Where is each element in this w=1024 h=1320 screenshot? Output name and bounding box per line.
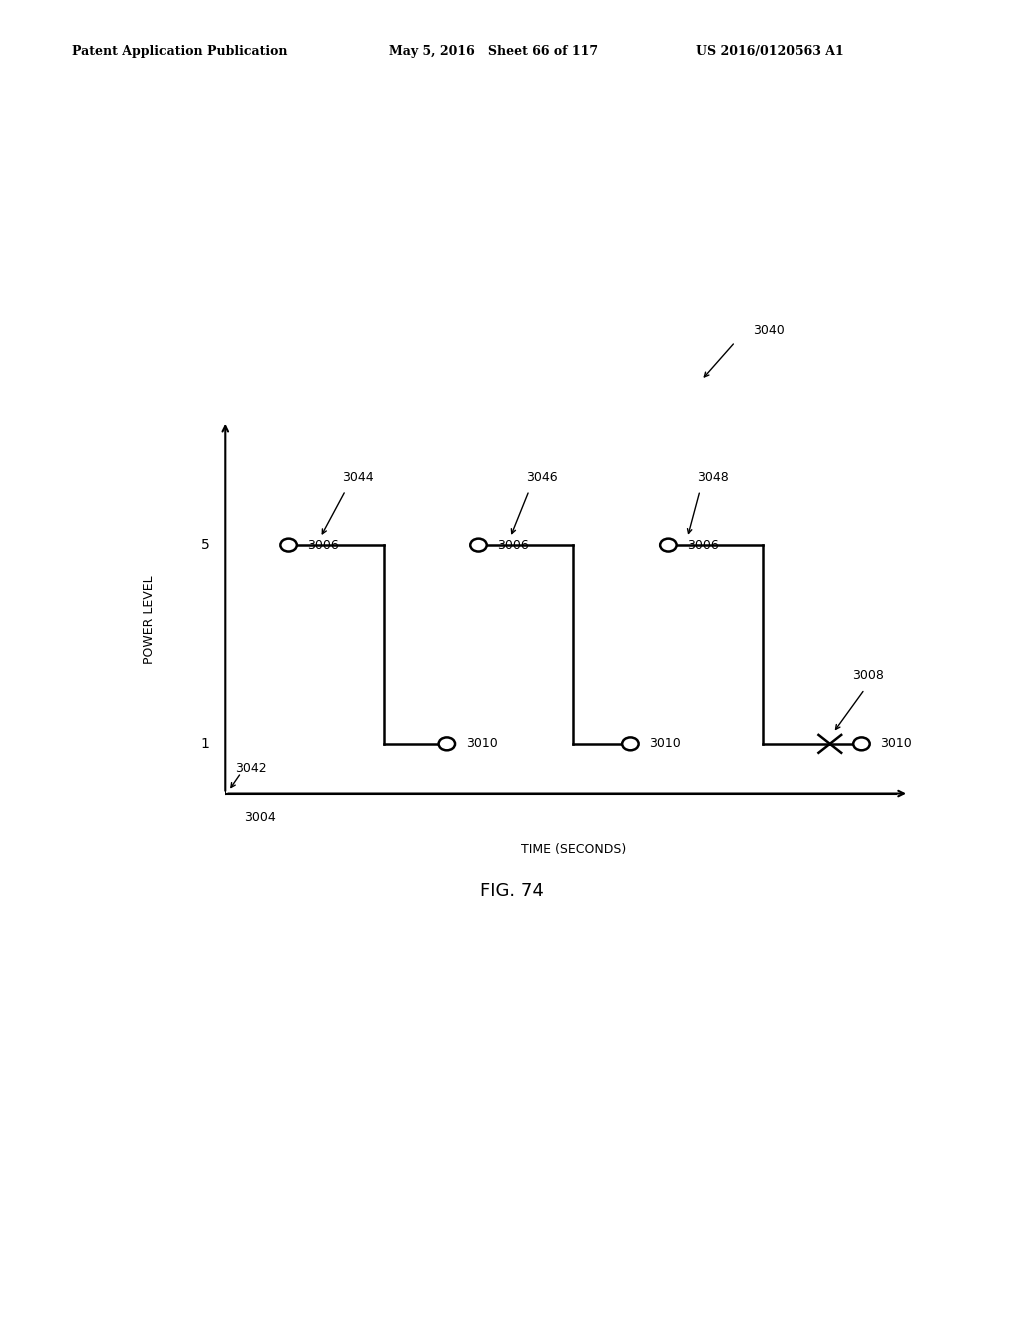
Text: POWER LEVEL: POWER LEVEL	[142, 576, 156, 664]
Text: 3006: 3006	[687, 539, 719, 552]
Text: 3006: 3006	[307, 539, 339, 552]
Circle shape	[623, 738, 639, 750]
Circle shape	[438, 738, 455, 750]
Circle shape	[853, 738, 869, 750]
Text: May 5, 2016   Sheet 66 of 117: May 5, 2016 Sheet 66 of 117	[389, 45, 598, 58]
Text: 3010: 3010	[466, 738, 498, 750]
Text: 5: 5	[201, 539, 210, 552]
Text: 3010: 3010	[881, 738, 912, 750]
Circle shape	[281, 539, 297, 552]
Circle shape	[470, 539, 486, 552]
Text: 3006: 3006	[498, 539, 529, 552]
Text: 3010: 3010	[649, 738, 681, 750]
Text: TIME (SECONDS): TIME (SECONDS)	[521, 843, 626, 857]
Text: 3044: 3044	[342, 471, 374, 484]
Text: 3042: 3042	[234, 762, 266, 775]
Text: 3040: 3040	[753, 323, 784, 337]
Text: Patent Application Publication: Patent Application Publication	[72, 45, 287, 58]
Text: 3004: 3004	[244, 810, 276, 824]
Text: US 2016/0120563 A1: US 2016/0120563 A1	[696, 45, 844, 58]
Circle shape	[660, 539, 677, 552]
Text: 3048: 3048	[696, 471, 729, 484]
Text: 1: 1	[201, 737, 210, 751]
Text: FIG. 74: FIG. 74	[480, 882, 544, 900]
Text: 3008: 3008	[852, 669, 884, 681]
Text: 3046: 3046	[526, 471, 558, 484]
